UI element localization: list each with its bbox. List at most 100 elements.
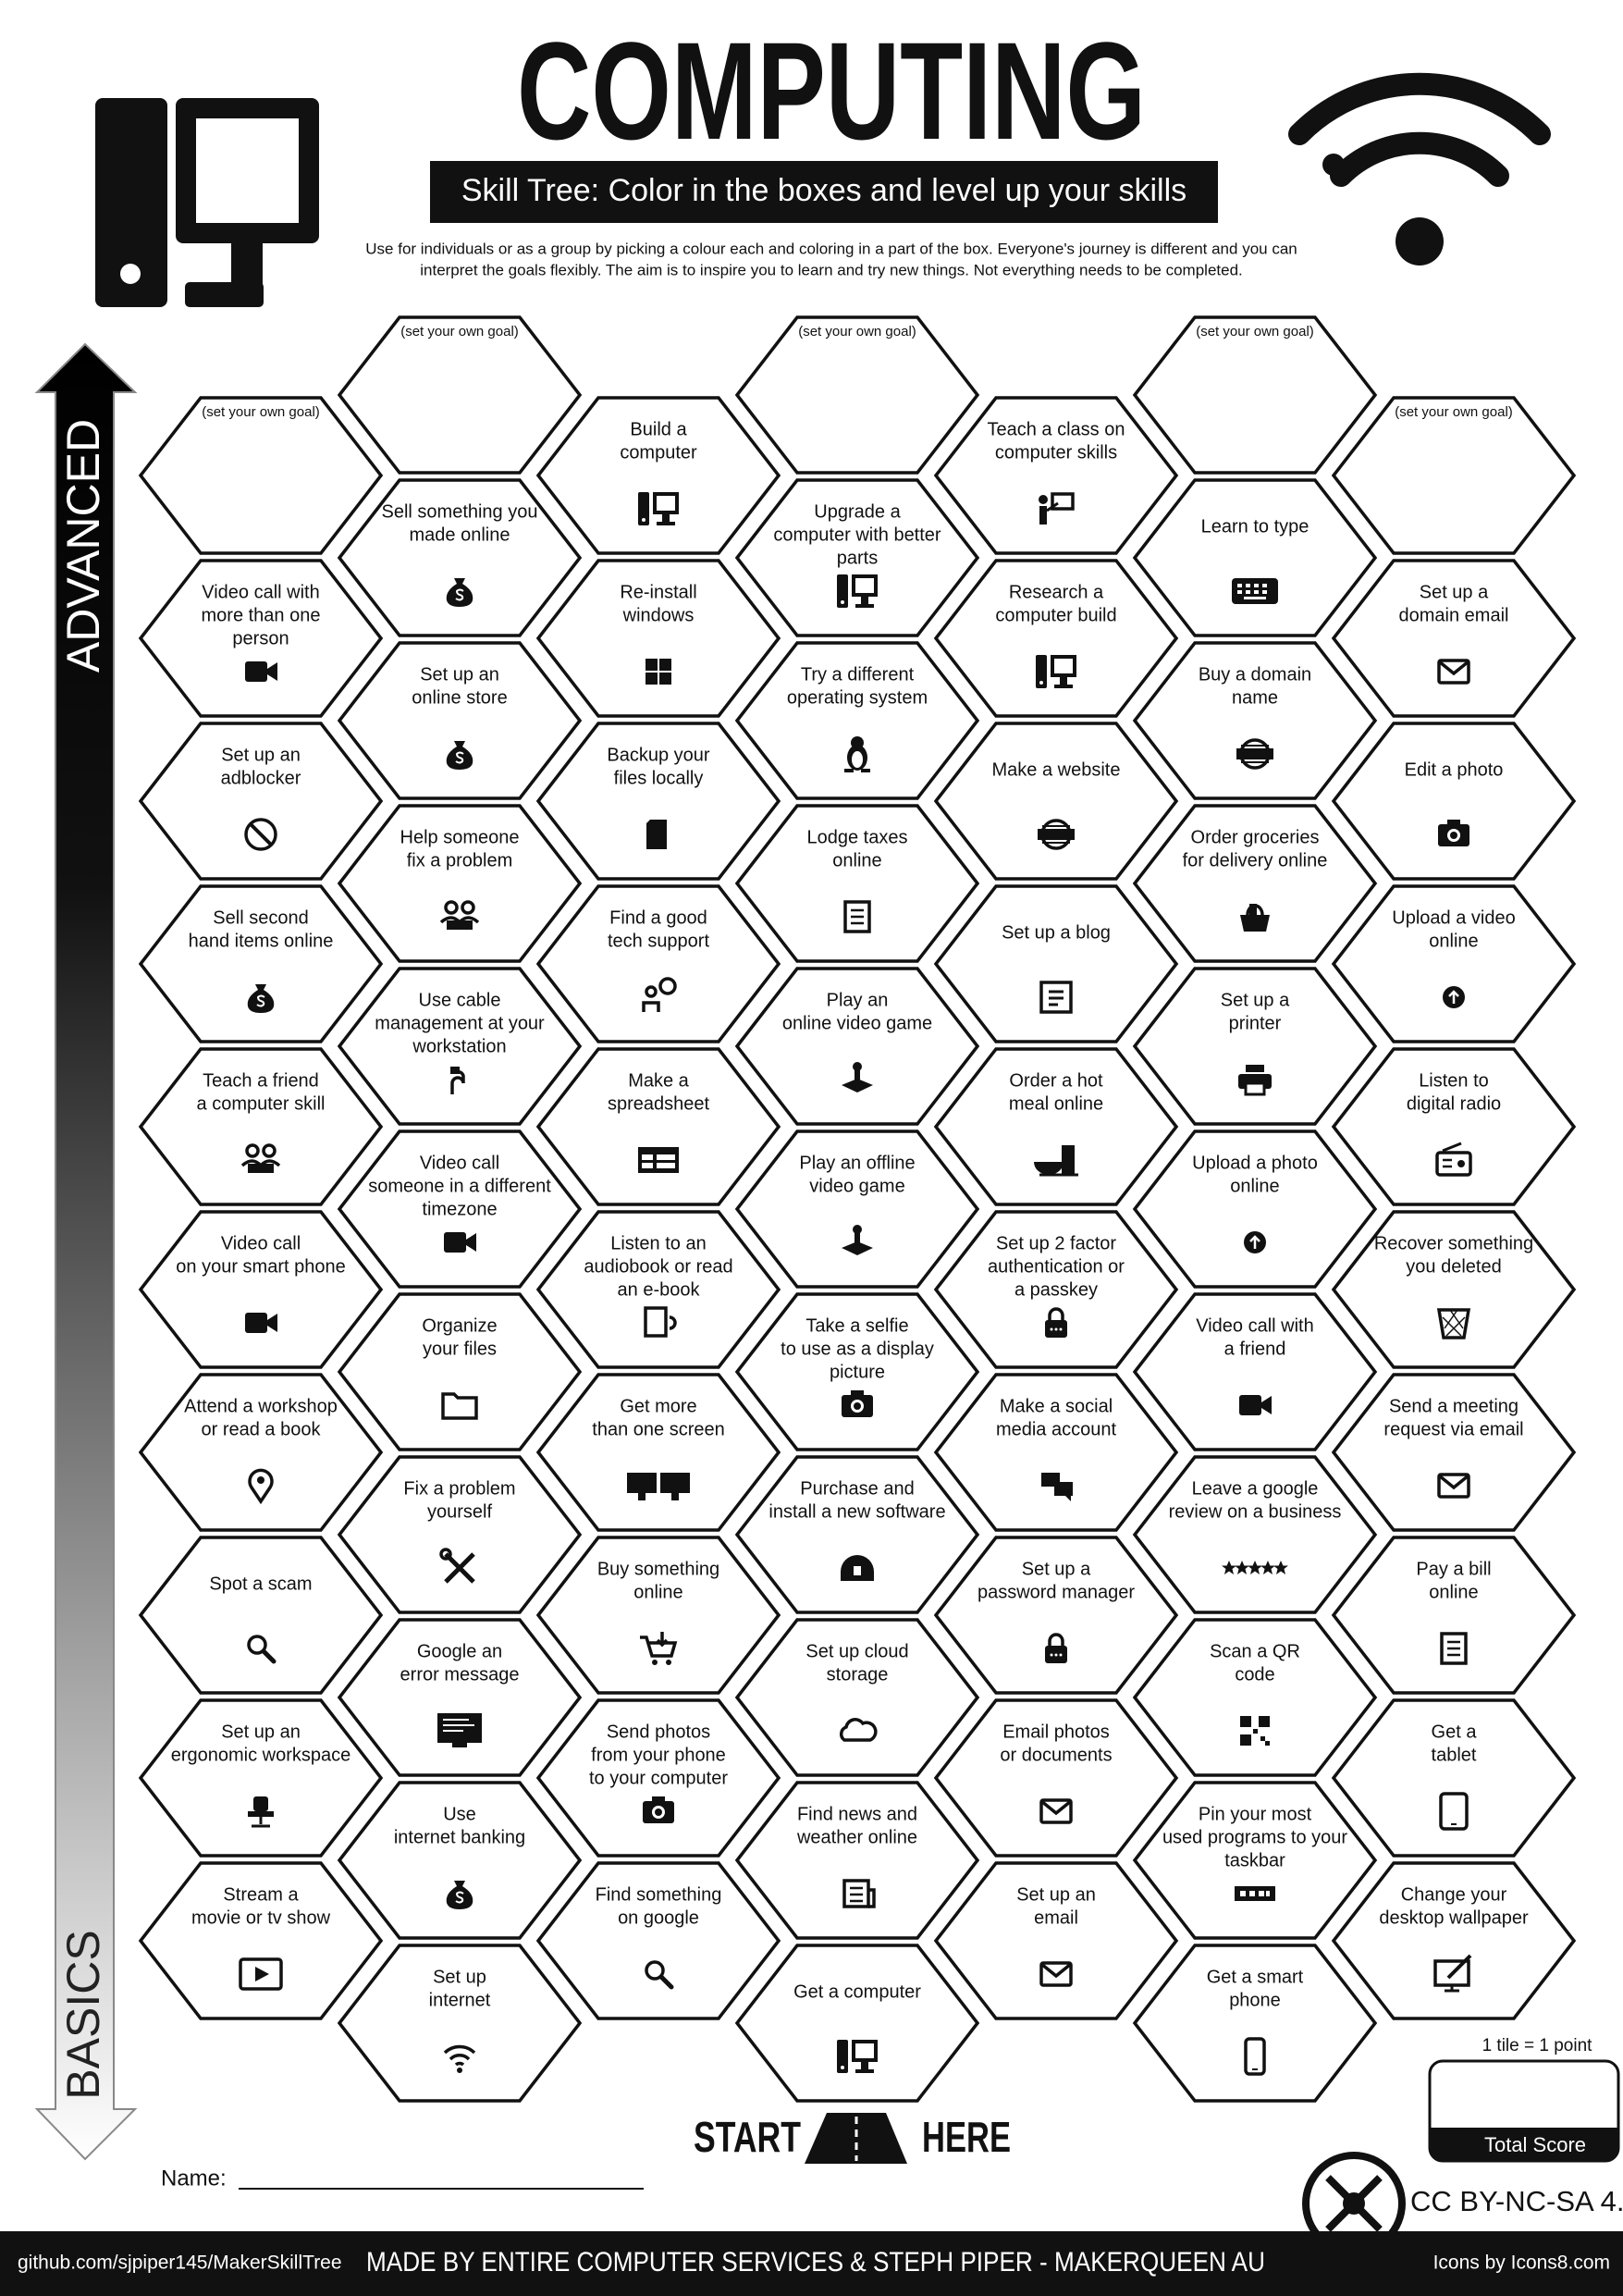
hex[interactable] bbox=[337, 641, 583, 800]
hex[interactable] bbox=[337, 1455, 583, 1614]
hex[interactable] bbox=[535, 1210, 781, 1369]
hex[interactable] bbox=[734, 804, 980, 963]
icon-shape bbox=[249, 822, 273, 846]
hex[interactable] bbox=[535, 396, 781, 555]
hex[interactable] bbox=[1132, 1129, 1378, 1289]
tile-label: more than one bbox=[202, 605, 321, 625]
hex[interactable] bbox=[933, 396, 1179, 555]
hex[interactable] bbox=[337, 1944, 583, 2103]
hex[interactable] bbox=[138, 1861, 384, 2020]
hex[interactable] bbox=[734, 1781, 980, 1940]
icon-shape bbox=[1240, 1891, 1246, 1896]
icon-shape bbox=[1059, 1653, 1063, 1657]
tile-label: internet bbox=[429, 1990, 491, 2010]
tile-label: online bbox=[1429, 1582, 1478, 1602]
hex[interactable] bbox=[1132, 1781, 1378, 1940]
hex[interactable] bbox=[933, 1861, 1179, 2020]
hex[interactable] bbox=[138, 1536, 384, 1695]
tile-label: Set up a bbox=[1221, 990, 1290, 1010]
skill-tile: Video call on your smart phone bbox=[138, 1210, 384, 1369]
hex[interactable] bbox=[1331, 1536, 1577, 1695]
hex[interactable] bbox=[734, 315, 980, 475]
hex[interactable] bbox=[138, 1210, 384, 1369]
hex[interactable] bbox=[933, 1698, 1179, 1858]
hex[interactable] bbox=[337, 315, 583, 475]
tile-label: or read a book bbox=[202, 1419, 322, 1439]
hex[interactable] bbox=[535, 1536, 781, 1695]
hex[interactable] bbox=[535, 1047, 781, 1206]
hex[interactable] bbox=[535, 884, 781, 1043]
hex[interactable] bbox=[933, 722, 1179, 881]
hex[interactable] bbox=[1132, 1944, 1378, 2103]
hex[interactable] bbox=[337, 967, 583, 1126]
hex[interactable] bbox=[138, 1047, 384, 1206]
hex[interactable] bbox=[933, 559, 1179, 718]
hex[interactable] bbox=[535, 1861, 781, 2020]
hex[interactable] bbox=[933, 1536, 1179, 1695]
hex[interactable] bbox=[734, 1129, 980, 1289]
hex[interactable] bbox=[933, 1047, 1179, 1206]
hex[interactable] bbox=[734, 1292, 980, 1451]
hex[interactable] bbox=[337, 478, 583, 637]
hex[interactable] bbox=[138, 722, 384, 881]
hex[interactable] bbox=[734, 967, 980, 1126]
hex[interactable] bbox=[1331, 1047, 1577, 1206]
hex[interactable] bbox=[1331, 559, 1577, 718]
skill-tile: Spot a scam bbox=[138, 1536, 384, 1695]
hex[interactable] bbox=[1331, 722, 1577, 881]
tile-label: you deleted bbox=[1406, 1256, 1501, 1277]
hex[interactable] bbox=[734, 1618, 980, 1777]
hex[interactable] bbox=[1132, 804, 1378, 963]
hex[interactable] bbox=[337, 804, 583, 963]
hex[interactable] bbox=[734, 1455, 980, 1614]
tile-label: Listen to an bbox=[610, 1233, 706, 1253]
hex[interactable] bbox=[1132, 315, 1378, 475]
hex[interactable] bbox=[1331, 1861, 1577, 2020]
skill-tile: Play an offline video game bbox=[734, 1129, 980, 1289]
hex[interactable] bbox=[1132, 967, 1378, 1126]
hex[interactable] bbox=[1331, 884, 1577, 1043]
hex[interactable] bbox=[1331, 1210, 1577, 1369]
skill-tile: Video call with a friend bbox=[1132, 1292, 1378, 1451]
hex[interactable] bbox=[138, 396, 384, 555]
goal-label: (set your own goal) bbox=[1196, 324, 1314, 339]
hex[interactable] bbox=[734, 478, 980, 637]
icon-shape bbox=[1065, 1496, 1071, 1501]
hex[interactable] bbox=[337, 1618, 583, 1777]
hex[interactable] bbox=[1132, 1292, 1378, 1451]
tile-label: Send photos bbox=[607, 1722, 710, 1742]
hex[interactable] bbox=[337, 1292, 583, 1451]
tile-label: Lodge taxes bbox=[807, 827, 908, 847]
hex[interactable] bbox=[1132, 641, 1378, 800]
hex[interactable] bbox=[337, 1129, 583, 1289]
hex[interactable] bbox=[734, 641, 980, 800]
hex[interactable] bbox=[138, 884, 384, 1043]
tile-icon bbox=[1238, 1065, 1272, 1096]
skill-tile: Find a good tech support bbox=[535, 884, 781, 1043]
icon-shape bbox=[461, 900, 475, 915]
tile-label: movie or tv show bbox=[191, 1907, 331, 1928]
hex[interactable] bbox=[1132, 1618, 1378, 1777]
hex[interactable] bbox=[535, 1373, 781, 1532]
hex[interactable] bbox=[1132, 1455, 1378, 1614]
icon-shape bbox=[450, 1069, 465, 1094]
hex[interactable] bbox=[337, 1781, 583, 1940]
hex[interactable] bbox=[1132, 478, 1378, 637]
hex[interactable] bbox=[1331, 396, 1577, 555]
hex[interactable] bbox=[933, 884, 1179, 1043]
tile-icon bbox=[1433, 1954, 1472, 1993]
hex[interactable] bbox=[1331, 1373, 1577, 1532]
hex[interactable] bbox=[933, 1373, 1179, 1532]
hex[interactable] bbox=[138, 559, 384, 718]
hex[interactable] bbox=[1331, 1698, 1577, 1858]
hex[interactable] bbox=[138, 1373, 384, 1532]
tile-label: person bbox=[232, 628, 289, 648]
hex[interactable] bbox=[535, 559, 781, 718]
hex[interactable] bbox=[535, 1698, 781, 1858]
hex[interactable] bbox=[535, 722, 781, 881]
skill-tile: Help someone fix a problem bbox=[337, 804, 583, 963]
hex[interactable] bbox=[933, 1210, 1179, 1369]
hex[interactable] bbox=[138, 1698, 384, 1858]
hex[interactable] bbox=[734, 1944, 980, 2103]
